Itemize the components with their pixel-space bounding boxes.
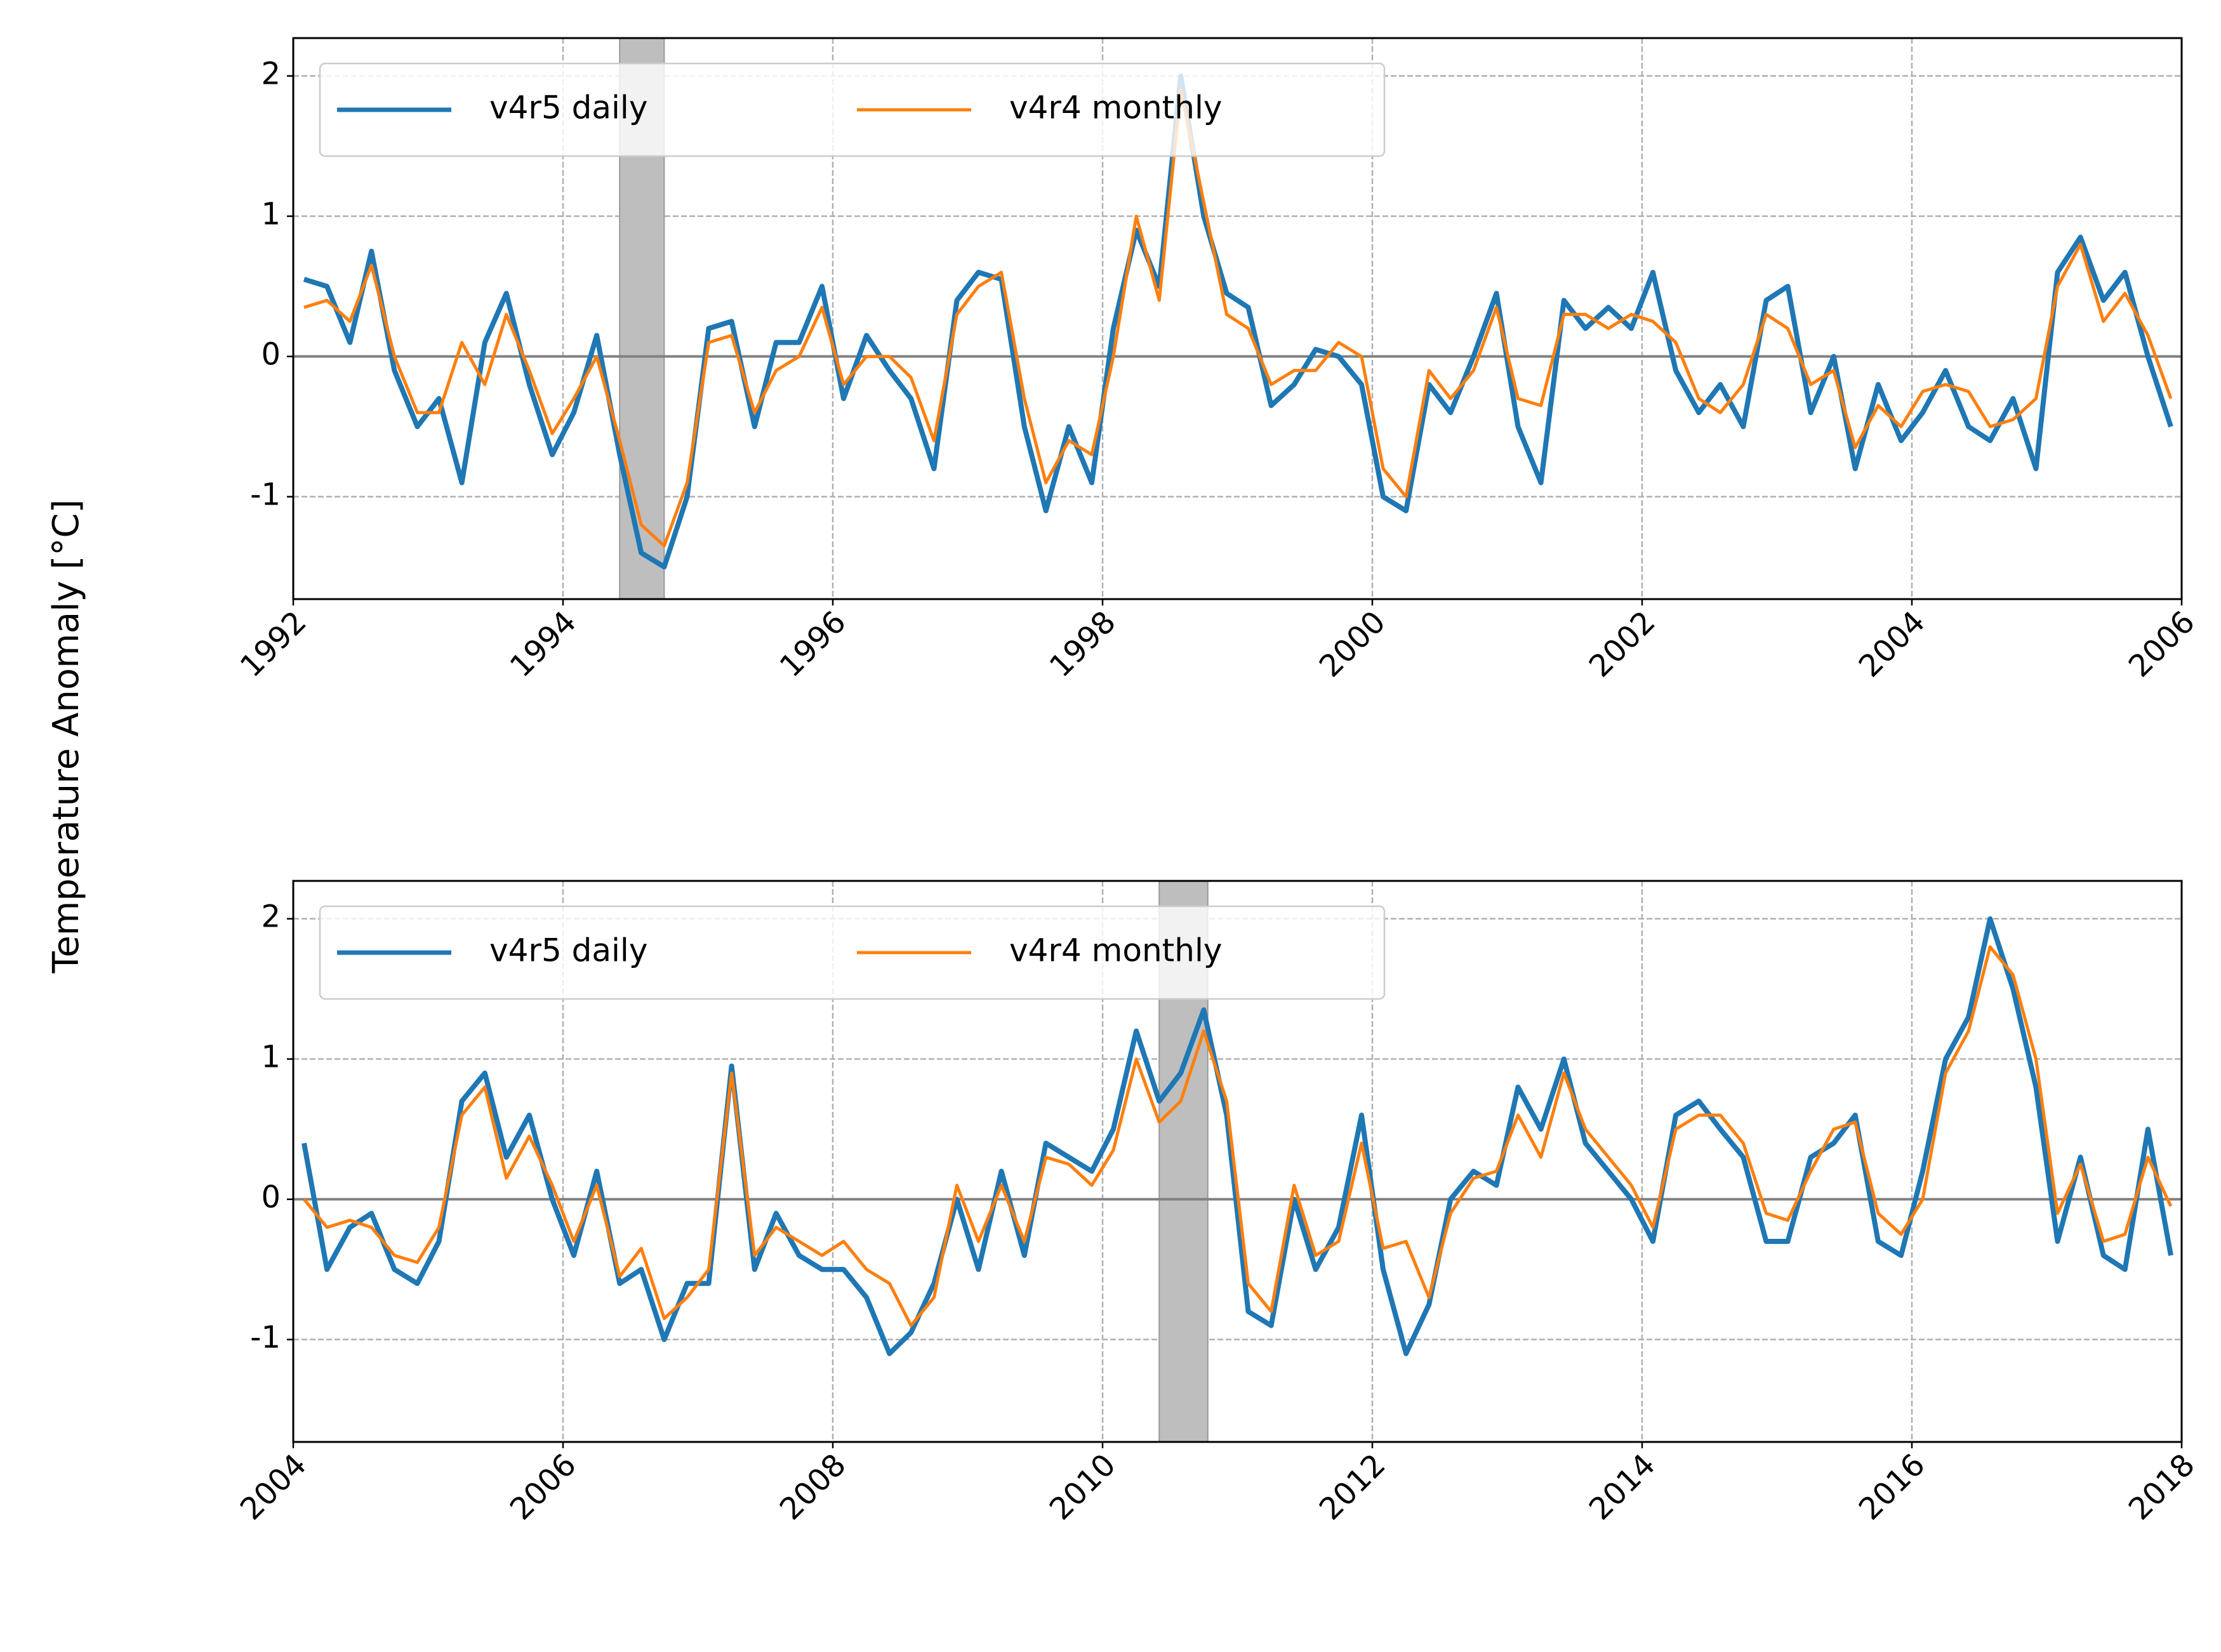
y-tick-label: 1 bbox=[261, 197, 281, 232]
y-tick-label: 0 bbox=[261, 337, 281, 373]
legend-label: v4r4 monthly bbox=[1009, 932, 1222, 969]
x-tick-label: 2008 bbox=[773, 1447, 853, 1527]
x-tick-label: 2018 bbox=[2122, 1447, 2202, 1527]
legend-label: v4r5 daily bbox=[489, 89, 647, 126]
y-tick-label: 2 bbox=[261, 899, 281, 935]
y-tick-label: -1 bbox=[250, 477, 281, 513]
x-tick-label: 2002 bbox=[1582, 604, 1662, 684]
legend-label: v4r4 monthly bbox=[1009, 89, 1222, 126]
axes-frame bbox=[292, 37, 2183, 600]
series-line bbox=[303, 73, 2173, 570]
x-tick-label: 1996 bbox=[773, 604, 853, 684]
x-tick-label: 2016 bbox=[1852, 1447, 1932, 1527]
y-axis-label: Temperature Anomaly [°C] bbox=[46, 499, 87, 974]
x-tick-label: 1994 bbox=[503, 604, 583, 684]
x-tick-label: 2012 bbox=[1313, 1447, 1393, 1527]
y-tick-label: -1 bbox=[250, 1320, 281, 1356]
axes-frame bbox=[292, 880, 2183, 1443]
y-tick-label: 2 bbox=[261, 56, 281, 92]
legend-box bbox=[319, 905, 1386, 1000]
legend-box bbox=[319, 62, 1386, 157]
x-tick-label: 2004 bbox=[234, 1447, 314, 1527]
x-tick-label: 2006 bbox=[503, 1447, 583, 1527]
x-tick-label: 1992 bbox=[234, 604, 314, 684]
x-tick-label: 2014 bbox=[1582, 1447, 1662, 1527]
x-tick-label: 2006 bbox=[2122, 604, 2202, 684]
x-tick-label: 2000 bbox=[1313, 604, 1393, 684]
y-tick-label: 1 bbox=[261, 1040, 281, 1075]
legend-label: v4r5 daily bbox=[489, 932, 647, 969]
x-tick-label: 1998 bbox=[1043, 604, 1123, 684]
series-line bbox=[303, 88, 2173, 548]
x-tick-label: 2010 bbox=[1043, 1447, 1123, 1527]
series-line bbox=[303, 945, 2173, 1328]
x-tick-label: 2004 bbox=[1852, 604, 1932, 684]
y-tick-label: 0 bbox=[261, 1180, 281, 1215]
